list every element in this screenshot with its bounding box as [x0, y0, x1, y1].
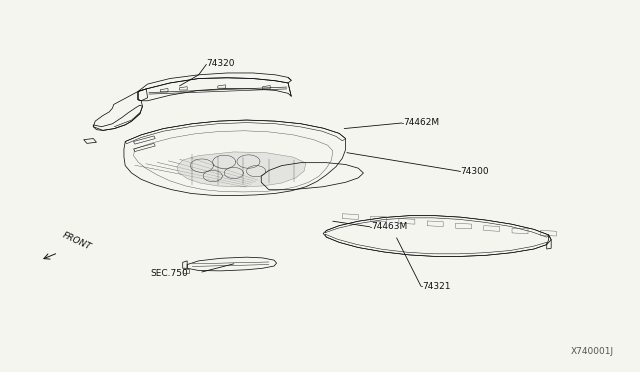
Polygon shape: [177, 152, 306, 187]
Text: 74321: 74321: [422, 282, 451, 291]
Text: 74320: 74320: [206, 59, 235, 68]
Text: FRONT: FRONT: [61, 231, 92, 252]
Text: X740001J: X740001J: [571, 347, 614, 356]
Text: 74463M: 74463M: [371, 222, 407, 231]
Text: 74462M: 74462M: [403, 119, 439, 128]
Text: SEC.750: SEC.750: [151, 269, 189, 278]
Text: 74300: 74300: [461, 167, 489, 176]
